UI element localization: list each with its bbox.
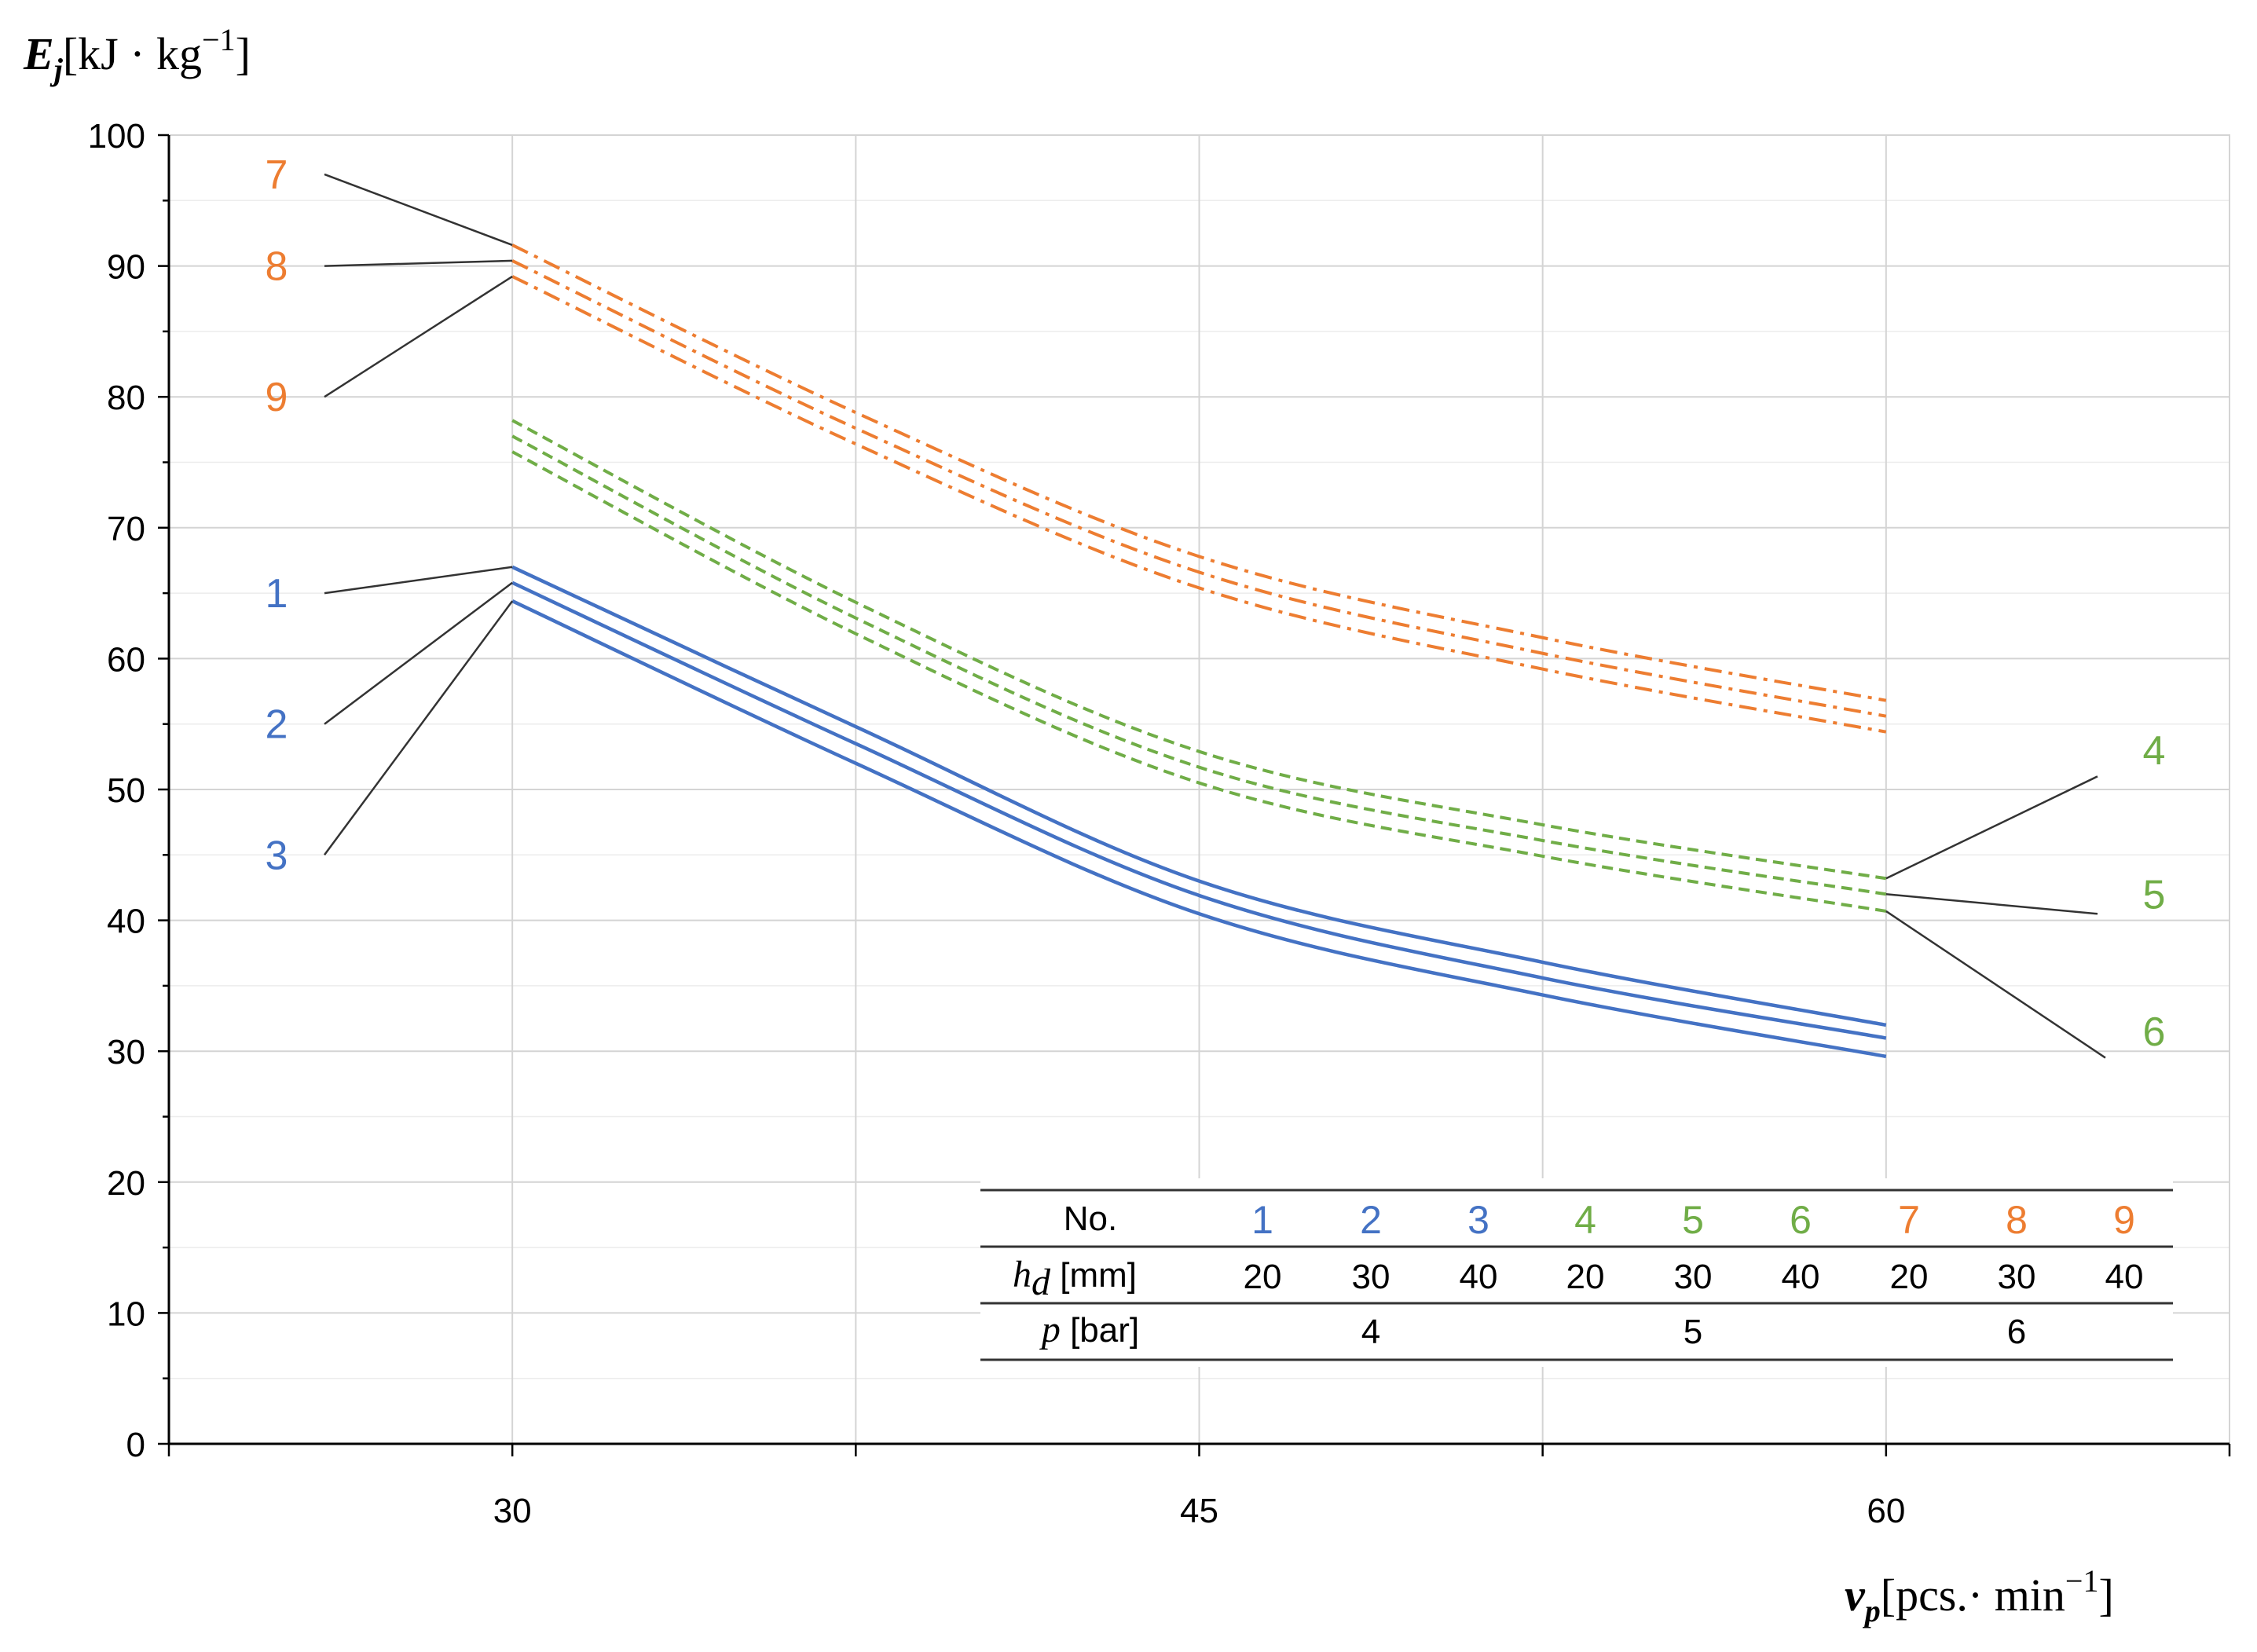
leader-line-4 bbox=[1885, 775, 2098, 880]
table-number-7: 7 bbox=[1898, 1198, 1920, 1242]
table-number-3: 3 bbox=[1467, 1198, 1489, 1242]
table-row-label-hd: hd [mm] bbox=[1013, 1254, 1137, 1303]
leader-line-6 bbox=[1885, 910, 2106, 1059]
series-line-6 bbox=[511, 450, 1887, 913]
table-number-4: 4 bbox=[1574, 1198, 1596, 1242]
series-line-9 bbox=[511, 275, 1887, 734]
leader-line-5 bbox=[1885, 893, 2098, 915]
series-line-3 bbox=[511, 599, 1887, 1059]
table-hd-value: 40 bbox=[1460, 1258, 1498, 1296]
series-line-5 bbox=[511, 434, 1887, 896]
table-row-label-p: p [bar] bbox=[1039, 1309, 1139, 1350]
series-lines bbox=[511, 244, 1887, 1059]
y-tick-label: 70 bbox=[107, 510, 145, 548]
y-tick-label: 100 bbox=[88, 117, 145, 156]
y-tick-label: 50 bbox=[107, 771, 145, 810]
table-p-value: 5 bbox=[1684, 1313, 1702, 1351]
x-axis-title: vp[pcs.· min−1] bbox=[1845, 1563, 2114, 1628]
y-tick-label: 10 bbox=[107, 1295, 145, 1333]
table-number-9: 9 bbox=[2113, 1198, 2135, 1242]
leader-line-2 bbox=[324, 581, 513, 725]
series-label-5: 5 bbox=[2143, 872, 2166, 918]
table-hd-value: 20 bbox=[1244, 1258, 1282, 1296]
grid bbox=[168, 134, 2230, 1445]
leader-lines bbox=[323, 173, 2106, 1059]
leader-line-3 bbox=[323, 600, 514, 856]
table-number-2: 2 bbox=[1360, 1198, 1382, 1242]
series-line-8 bbox=[511, 259, 1887, 718]
y-tick-label: 80 bbox=[107, 379, 145, 417]
table-number-8: 8 bbox=[2006, 1198, 2028, 1242]
series-line-2 bbox=[511, 581, 1887, 1040]
table-hd-value: 40 bbox=[2105, 1258, 2144, 1296]
series-label-4: 4 bbox=[2143, 728, 2166, 774]
table-number-6: 6 bbox=[1790, 1198, 1812, 1242]
series-label-8: 8 bbox=[266, 244, 288, 290]
leader-line-9 bbox=[324, 275, 513, 398]
parameter-table: No. hd [mm] p [bar] 1 2 3 4 5 6 7 8 9 20 30 40 20 30 4… bbox=[980, 1178, 2173, 1367]
table-number-5: 5 bbox=[1682, 1198, 1704, 1242]
series-line-7 bbox=[511, 244, 1887, 702]
table-hd-value: 20 bbox=[1566, 1258, 1605, 1296]
leader-line-1 bbox=[324, 566, 513, 595]
series-label-6: 6 bbox=[2143, 1009, 2166, 1055]
series-label-7: 7 bbox=[266, 152, 288, 198]
y-tick-label: 90 bbox=[107, 248, 145, 287]
table-hd-value: 20 bbox=[1890, 1258, 1929, 1296]
y-tick-label: 60 bbox=[107, 640, 145, 679]
x-tick-label: 45 bbox=[1180, 1492, 1218, 1530]
table-hd-value: 30 bbox=[1352, 1258, 1390, 1296]
y-tick-label: 20 bbox=[107, 1164, 145, 1203]
table-hd-value: 40 bbox=[1782, 1258, 1820, 1296]
leader-line-8 bbox=[324, 259, 513, 267]
leader-line-7 bbox=[324, 173, 513, 247]
table-hd-value: 30 bbox=[1998, 1258, 2036, 1296]
series-labels: 1 2 3 7 8 9 4 5 6 bbox=[266, 152, 2166, 1055]
table-p-value: 4 bbox=[1361, 1313, 1380, 1351]
series-line-4 bbox=[511, 419, 1887, 881]
y-tick-label: 40 bbox=[107, 903, 145, 941]
x-tick-label: 30 bbox=[493, 1492, 532, 1530]
series-label-2: 2 bbox=[266, 702, 288, 748]
table-cells: 1 2 3 4 5 6 7 8 9 20 30 40 20 30 40 20 30 40 4 5 6 bbox=[1244, 1198, 2144, 1351]
series-label-3: 3 bbox=[266, 833, 288, 878]
table-p-value: 6 bbox=[2007, 1313, 2026, 1351]
x-tick-label: 60 bbox=[1867, 1492, 1905, 1530]
table-background bbox=[980, 1178, 2173, 1367]
series-line-1 bbox=[511, 565, 1887, 1027]
y-tick-label: 30 bbox=[107, 1033, 145, 1071]
table-hd-value: 30 bbox=[1674, 1258, 1713, 1296]
series-label-1: 1 bbox=[266, 571, 288, 617]
table-header-no: No. bbox=[1064, 1200, 1117, 1238]
series-label-9: 9 bbox=[266, 375, 288, 420]
y-axis-title: Ej[kJ · kg−1] bbox=[23, 22, 251, 87]
table-number-1: 1 bbox=[1251, 1198, 1273, 1242]
y-tick-label: 0 bbox=[126, 1426, 145, 1464]
